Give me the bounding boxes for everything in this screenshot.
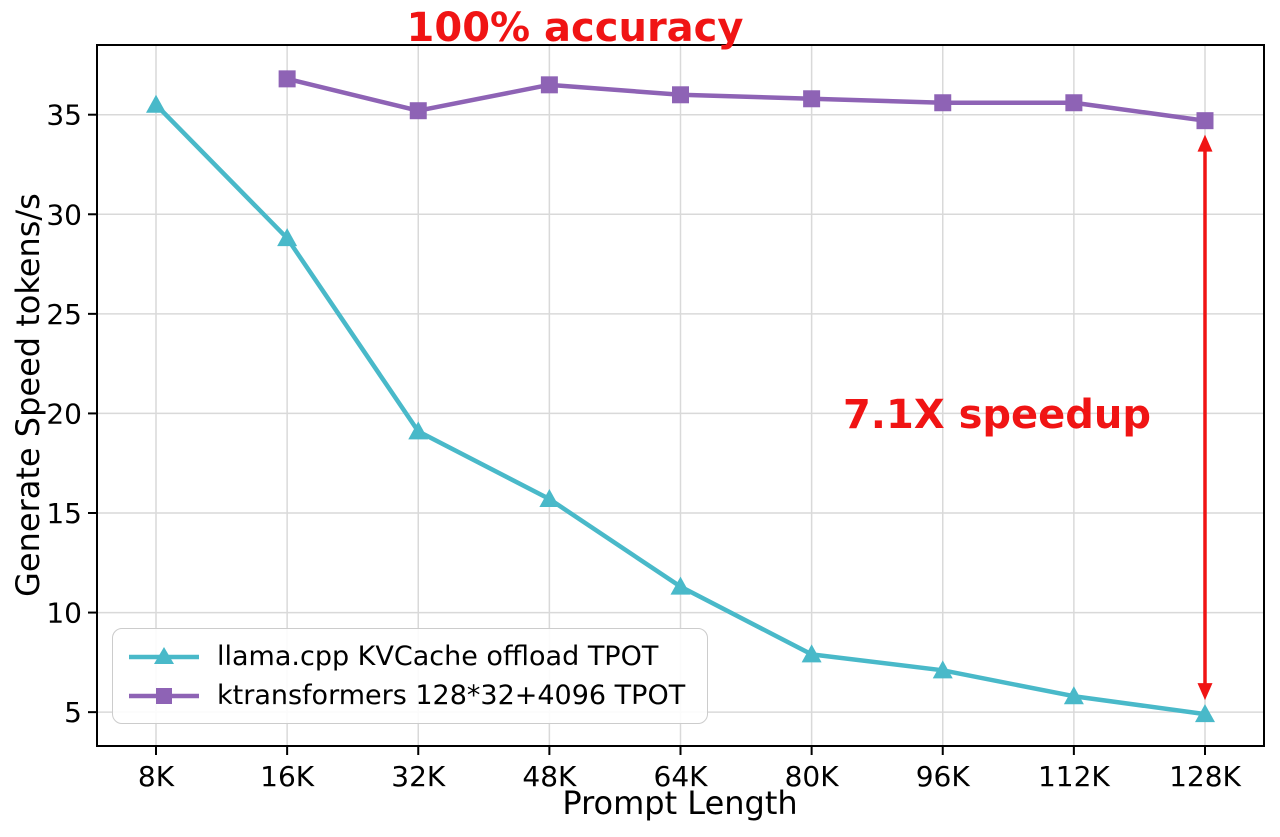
triangle-marker xyxy=(277,228,298,247)
y-tick-label: 10 xyxy=(46,597,82,630)
triangle-marker xyxy=(670,576,691,595)
x-tick-label: 96K xyxy=(916,760,971,793)
x-tick-label: 64K xyxy=(654,760,709,793)
triangle-marker xyxy=(539,489,560,508)
triangle-marker xyxy=(408,421,429,440)
square-marker xyxy=(409,102,427,120)
legend-label-llama: llama.cpp KVCache offload TPOT xyxy=(217,641,659,672)
triangle-marker xyxy=(1063,686,1084,705)
x-tick-label: 16K xyxy=(260,760,315,793)
series-llama xyxy=(146,94,1215,723)
y-tick-label: 20 xyxy=(46,397,82,430)
x-tick-label: 128K xyxy=(1169,760,1241,793)
y-tick-label: 35 xyxy=(46,99,82,132)
speedup-annotation: 7.1X speedup xyxy=(842,392,1152,438)
square-marker xyxy=(278,70,296,88)
y-tick-label: 30 xyxy=(46,198,82,231)
legend-item-llama: llama.cpp KVCache offload TPOT xyxy=(127,641,685,672)
triangle-marker xyxy=(801,644,822,663)
x-tick-label: 48K xyxy=(522,760,577,793)
square-marker xyxy=(934,94,952,112)
x-axis-label: Prompt Length xyxy=(562,784,798,822)
series-ktransformers xyxy=(278,70,1214,130)
square-marker xyxy=(803,90,821,108)
x-axis-ticks: 8K 16K 32K 48K 64K 80K 96K 112K 128K xyxy=(138,746,1242,793)
square-marker xyxy=(540,76,558,94)
square-marker xyxy=(672,86,689,104)
y-tick-label: 15 xyxy=(46,497,82,530)
grid-lines xyxy=(97,45,1264,746)
triangle-marker-sample xyxy=(129,646,199,664)
triangle-marker xyxy=(932,660,953,679)
triangle-marker xyxy=(1194,704,1215,723)
y-tick-label: 5 xyxy=(64,696,82,729)
x-tick-label: 8K xyxy=(138,760,175,793)
accuracy-annotation: 100% accuracy xyxy=(406,5,744,51)
legend-item-ktransformers: ktransformers 128*32+4096 TPOT xyxy=(127,680,685,711)
chart-legend: llama.cpp KVCache offload TPOT ktransfor… xyxy=(112,628,709,724)
y-tick-label: 25 xyxy=(46,298,82,331)
y-axis-label: Generate Speed tokens/s xyxy=(9,193,47,597)
square-marker xyxy=(1196,112,1214,130)
triangle-marker xyxy=(146,94,167,113)
x-tick-label: 80K xyxy=(785,760,840,793)
legend-label-ktransformers: ktransformers 128*32+4096 TPOT xyxy=(217,680,686,711)
square-marker xyxy=(1065,94,1083,112)
y-axis-ticks: 5 10 15 20 25 30 35 xyxy=(46,99,97,729)
square-marker-sample xyxy=(129,687,199,704)
x-tick-label: 32K xyxy=(391,760,446,793)
speedup-arrow xyxy=(1197,134,1213,701)
x-tick-label: 112K xyxy=(1038,760,1110,793)
